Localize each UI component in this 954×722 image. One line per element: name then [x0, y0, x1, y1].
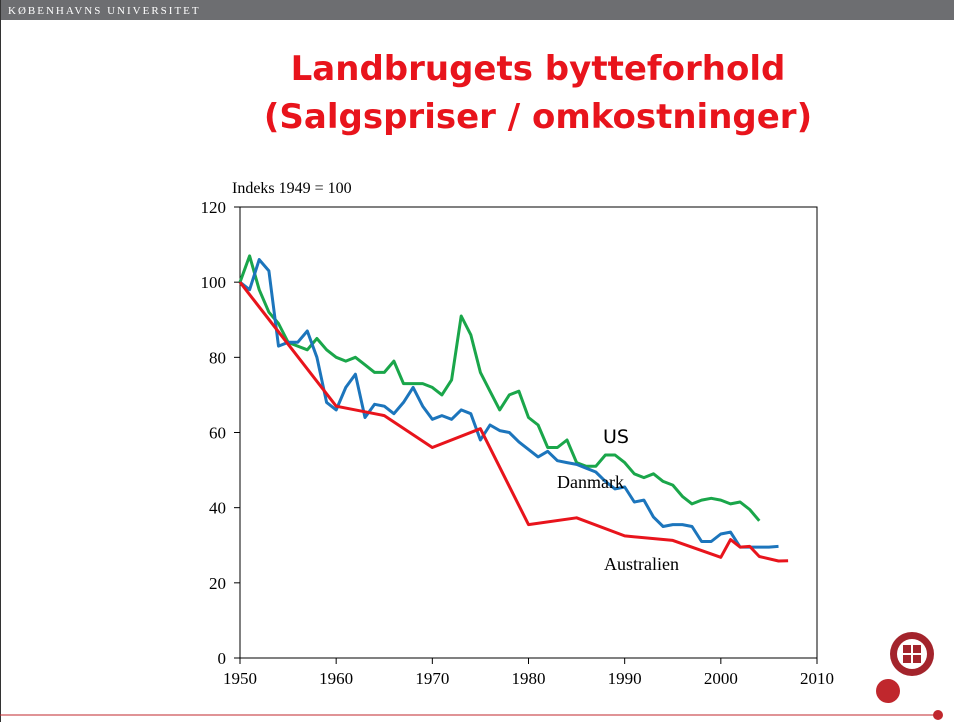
header-text: KØBENHAVNS UNIVERSITET: [8, 5, 201, 17]
logo-dot: [876, 679, 900, 703]
y-tick-label: 0: [218, 649, 227, 668]
y-tick-label: 120: [201, 198, 227, 217]
y-tick-label: 20: [209, 574, 226, 593]
x-tick-label: 2010: [800, 669, 834, 688]
series-label: US: [603, 426, 629, 448]
logo: [890, 632, 934, 676]
series-line: [239, 258, 779, 549]
x-tick-label: 2000: [704, 669, 738, 688]
series-label: Danmark: [557, 472, 624, 492]
x-tick-label: 1990: [608, 669, 642, 688]
series-label: Australien: [604, 554, 679, 574]
y-axis-label: Indeks 1949 = 100: [232, 180, 352, 197]
x-tick-label: 1950: [223, 669, 257, 688]
y-tick-label: 60: [209, 424, 226, 443]
chart-title: Landbrugets bytteforhold: [291, 49, 786, 89]
series-line: [238, 281, 789, 563]
plot-frame: [239, 206, 818, 659]
x-tick-label: 1980: [512, 669, 546, 688]
series-line: [238, 254, 761, 522]
x-tick-label: 1960: [319, 669, 353, 688]
y-tick-label: 100: [201, 273, 227, 292]
x-tick-label: 1970: [415, 669, 449, 688]
y-tick-label: 40: [209, 499, 226, 518]
footer-dot: [933, 710, 943, 720]
y-tick-label: 80: [209, 348, 226, 367]
chart-subtitle: (Salgspriser / omkostninger): [264, 97, 812, 137]
header-bar: [0, 0, 954, 20]
